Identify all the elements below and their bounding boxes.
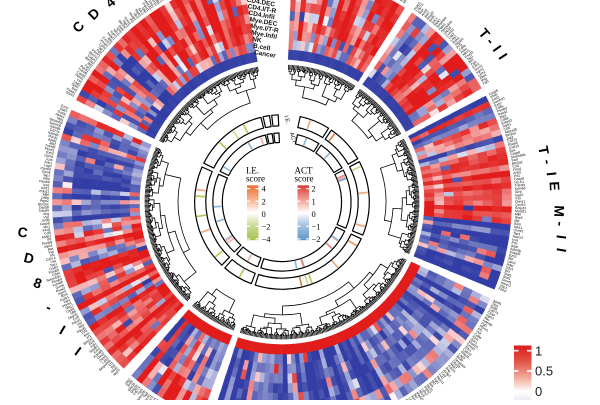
svg-text:0: 0: [312, 209, 316, 219]
svg-text:E: E: [547, 181, 563, 191]
svg-text:0: 0: [535, 384, 542, 399]
svg-text:1: 1: [312, 196, 316, 206]
svg-text:−1: −1: [312, 221, 321, 231]
svg-text:−2: −2: [262, 221, 271, 231]
svg-text:2: 2: [262, 196, 266, 206]
svg-text:0: 0: [262, 209, 266, 219]
svg-text:C: C: [17, 225, 29, 241]
svg-text:1: 1: [535, 343, 542, 358]
svg-text:−2: −2: [312, 234, 321, 244]
svg-text:score: score: [295, 173, 314, 183]
svg-text:M: M: [551, 205, 566, 217]
svg-text:score: score: [246, 173, 265, 183]
svg-text:2: 2: [312, 184, 316, 194]
svg-text:−4: −4: [262, 234, 272, 244]
svg-text:0.5: 0.5: [535, 364, 553, 379]
